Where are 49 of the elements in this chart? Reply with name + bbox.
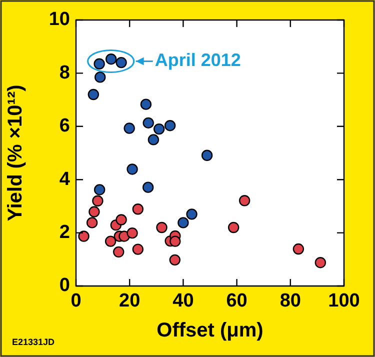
point: [116, 56, 127, 68]
x-tick-label: 60: [226, 290, 248, 312]
point: [94, 72, 106, 83]
point: [238, 195, 250, 206]
point: [104, 236, 116, 247]
y-tick-label: 10: [48, 9, 70, 30]
y-tick-label: 2: [59, 222, 70, 244]
point: [116, 214, 127, 226]
y-tick-label: 6: [59, 116, 70, 137]
point: [86, 217, 98, 228]
annotation: April 2012: [154, 50, 241, 70]
point: [314, 256, 326, 268]
point: [292, 243, 304, 255]
point: [88, 206, 100, 218]
point: [78, 230, 90, 242]
point: [153, 123, 165, 135]
x-tick-label: 20: [119, 290, 140, 312]
point: [132, 244, 144, 255]
point: [124, 122, 135, 134]
point: [132, 204, 144, 215]
point: [178, 217, 189, 228]
point: [106, 54, 117, 65]
text: E21331JD: [12, 337, 56, 347]
point: [126, 227, 138, 239]
point: [228, 222, 240, 234]
point: [170, 236, 181, 247]
y-axis-title: Yield (% ×10¹²): [4, 84, 27, 222]
point: [92, 195, 104, 206]
point: [113, 246, 124, 258]
point: [156, 222, 168, 234]
x-tick-label: 40: [172, 290, 194, 312]
point: [186, 208, 198, 220]
point: [140, 98, 152, 110]
point: [164, 120, 176, 132]
y-tick-label: 4: [59, 168, 70, 190]
y-tick-label: 8: [59, 62, 70, 84]
point: [201, 150, 213, 161]
y-tick-label: 0: [59, 275, 70, 296]
x-axis-title: Offset (μm): [156, 320, 264, 342]
x-tick-label: 100: [328, 290, 360, 312]
point: [148, 134, 160, 146]
point: [142, 117, 154, 129]
point: [169, 254, 180, 266]
point: [142, 182, 154, 193]
point: [88, 88, 100, 100]
x-tick-label: 80: [280, 290, 301, 312]
point: [94, 58, 105, 70]
point: [126, 164, 138, 175]
point: [94, 184, 106, 196]
